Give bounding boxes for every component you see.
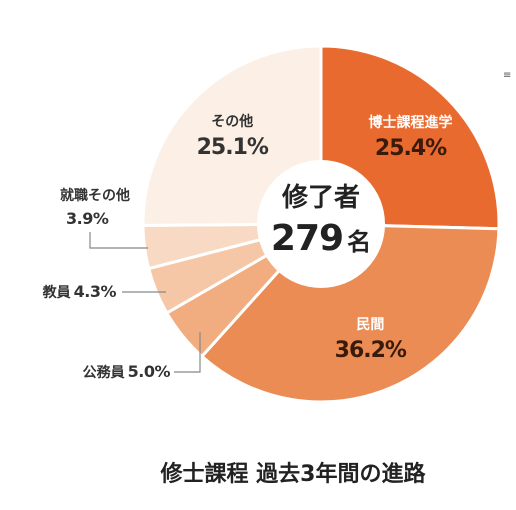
- leader-line-4: [89, 232, 148, 249]
- slice-label-5: その他: [211, 113, 253, 130]
- chart-title: 修士課程 過去3年間の進路: [160, 462, 426, 487]
- slice-text-2: 公務員 5.0%: [83, 362, 171, 381]
- slice-label-1: 民間: [356, 317, 384, 333]
- slice-value-5: 25.1%: [197, 135, 269, 160]
- edge-mark: ≡: [503, 70, 512, 81]
- slice-text-3: 教員 4.3%: [43, 282, 117, 301]
- donut-hole: [257, 160, 385, 288]
- slice-label-4: 就職その他: [60, 187, 130, 204]
- center-label: 修了者: [281, 182, 360, 213]
- donut-chart: 修了者 279 名 博士課程進学 25.4% 民間 36.2% その他 25.1% 公務員 5.0%…: [43, 44, 501, 404]
- slice-value-0: 25.4%: [375, 136, 447, 161]
- leader-line-2: [174, 332, 201, 373]
- center-value: 279 名: [271, 218, 371, 259]
- slice-value-1: 36.2%: [335, 338, 407, 363]
- slice-value-4: 3.9%: [66, 209, 109, 228]
- pie-slice-1: [199, 222, 501, 404]
- slice-label-0: 博士課程進学: [369, 114, 453, 131]
